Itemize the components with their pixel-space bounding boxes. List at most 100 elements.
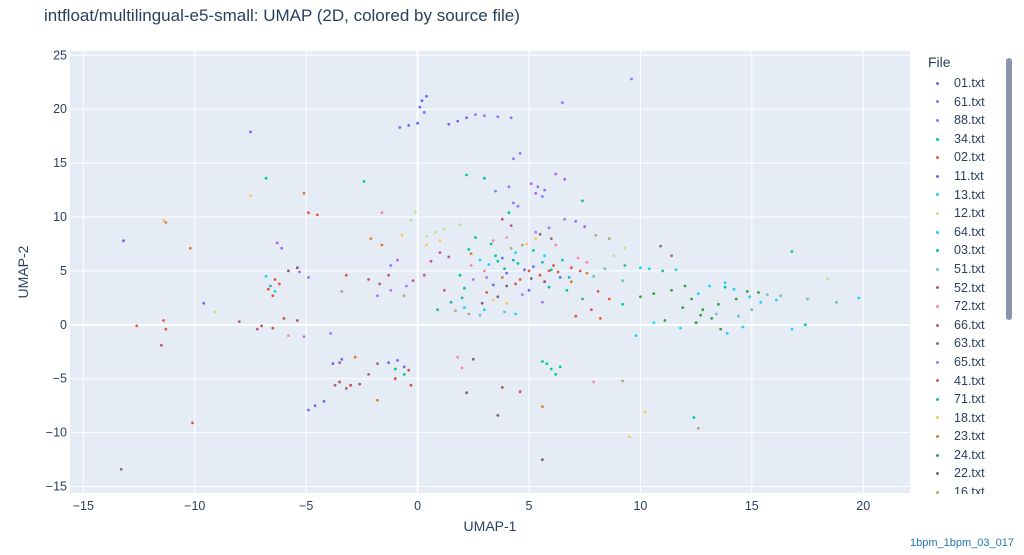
data-point[interactable] (282, 317, 286, 320)
data-point[interactable] (344, 387, 348, 390)
legend-item[interactable]: 23.txt (922, 427, 1016, 446)
data-point[interactable] (630, 77, 633, 81)
data-point[interactable] (425, 243, 428, 247)
legend-item[interactable]: 02.txt (922, 148, 1016, 167)
data-point[interactable] (603, 267, 607, 271)
data-point[interactable] (696, 292, 700, 295)
data-point[interactable] (295, 319, 299, 322)
legend-item[interactable]: 34.txt (922, 130, 1016, 149)
data-point[interactable] (349, 383, 353, 387)
data-point[interactable] (467, 312, 471, 316)
data-point[interactable] (480, 301, 484, 305)
data-point[interactable] (554, 172, 558, 176)
data-point[interactable] (563, 177, 566, 181)
data-point[interactable] (681, 306, 685, 309)
data-point[interactable] (536, 185, 540, 189)
data-point[interactable] (307, 211, 310, 215)
data-point[interactable] (723, 281, 727, 285)
data-point[interactable] (463, 306, 466, 309)
data-point[interactable] (369, 237, 373, 241)
data-point[interactable] (500, 217, 504, 221)
data-point[interactable] (554, 373, 558, 376)
data-point[interactable] (509, 224, 513, 228)
data-point[interactable] (191, 421, 194, 425)
data-point[interactable] (670, 288, 673, 292)
data-point[interactable] (567, 276, 571, 279)
data-point[interactable] (509, 246, 513, 250)
data-point[interactable] (621, 302, 624, 306)
data-point[interactable] (701, 308, 705, 312)
data-point[interactable] (271, 326, 275, 330)
data-point[interactable] (340, 357, 344, 361)
data-point[interactable] (592, 380, 595, 384)
data-point[interactable] (505, 301, 509, 305)
data-point[interactable] (574, 314, 578, 318)
data-point[interactable] (527, 269, 531, 273)
data-point[interactable] (583, 225, 587, 229)
data-point[interactable] (520, 293, 524, 296)
data-point[interactable] (269, 284, 272, 288)
data-point[interactable] (541, 195, 544, 198)
data-point[interactable] (405, 284, 408, 288)
data-point[interactable] (547, 226, 551, 230)
data-point[interactable] (438, 239, 442, 243)
data-point[interactable] (393, 367, 397, 371)
data-point[interactable] (766, 293, 769, 296)
data-point[interactable] (516, 262, 520, 265)
data-point[interactable] (387, 361, 390, 364)
data-point[interactable] (454, 309, 457, 313)
data-point[interactable] (538, 273, 542, 277)
data-point[interactable] (516, 204, 520, 208)
data-point[interactable] (273, 290, 277, 293)
data-point[interactable] (295, 266, 299, 270)
data-point[interactable] (561, 258, 564, 262)
data-point[interactable] (659, 244, 662, 248)
data-point[interactable] (612, 254, 616, 258)
data-point[interactable] (396, 258, 399, 262)
data-point[interactable] (581, 297, 584, 301)
data-point[interactable] (496, 414, 500, 417)
data-point[interactable] (119, 467, 123, 471)
data-point[interactable] (434, 230, 437, 234)
data-point[interactable] (422, 273, 426, 277)
data-point[interactable] (164, 221, 168, 224)
data-point[interactable] (690, 297, 693, 301)
data-point[interactable] (264, 176, 268, 180)
data-point[interactable] (532, 249, 535, 252)
data-point[interactable] (302, 335, 306, 339)
data-point[interactable] (264, 274, 268, 278)
data-point[interactable] (594, 233, 598, 237)
data-point[interactable] (447, 122, 451, 126)
data-point[interactable] (287, 269, 290, 273)
data-point[interactable] (491, 239, 495, 243)
data-point[interactable] (514, 282, 517, 286)
data-point[interactable] (534, 191, 538, 195)
data-point[interactable] (607, 237, 611, 241)
data-point[interactable] (779, 294, 783, 298)
data-point[interactable] (663, 319, 667, 322)
data-point[interactable] (696, 426, 700, 430)
data-point[interactable] (387, 273, 390, 277)
data-point[interactable] (623, 246, 627, 250)
data-point[interactable] (507, 185, 511, 189)
data-point[interactable] (714, 312, 718, 316)
data-point[interactable] (237, 320, 241, 323)
data-point[interactable] (534, 230, 538, 234)
data-point[interactable] (402, 373, 406, 376)
data-point[interactable] (734, 297, 738, 301)
data-point[interactable] (569, 266, 573, 270)
data-point[interactable] (465, 173, 468, 177)
data-point[interactable] (699, 313, 702, 317)
data-point[interactable] (541, 360, 544, 363)
data-point[interactable] (491, 298, 495, 302)
legend-item[interactable]: 65.txt (922, 353, 1016, 372)
data-point[interactable] (467, 248, 471, 251)
data-point[interactable] (478, 258, 482, 262)
data-point[interactable] (275, 241, 279, 245)
data-point[interactable] (732, 287, 736, 291)
data-point[interactable] (429, 259, 433, 263)
data-point[interactable] (338, 380, 341, 384)
data-point[interactable] (442, 227, 446, 231)
data-point[interactable] (266, 287, 270, 291)
